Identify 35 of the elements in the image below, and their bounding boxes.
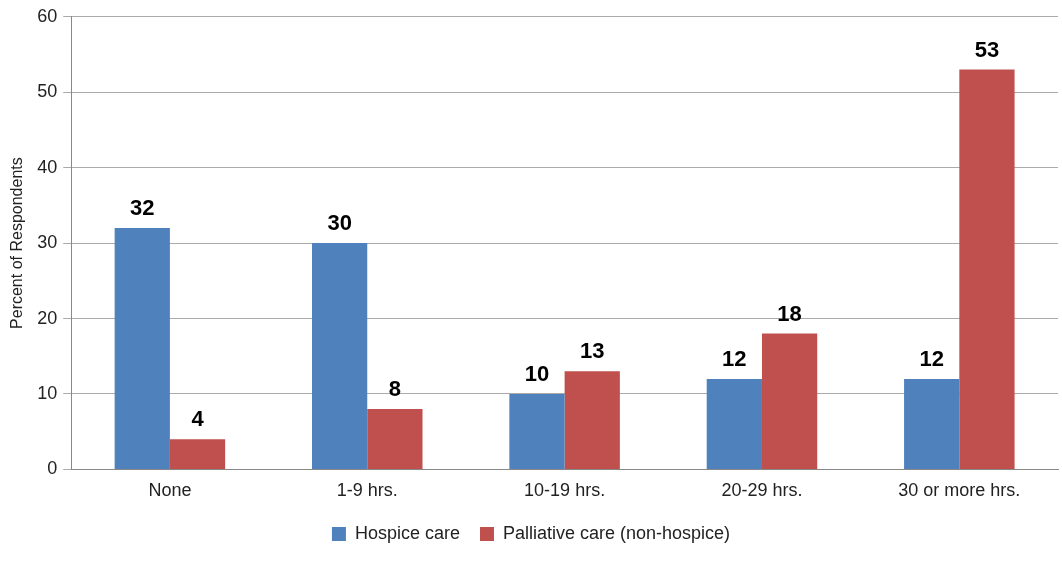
data-label: 30: [327, 210, 352, 236]
x-tick-label: 1-9 hrs.: [336, 480, 398, 501]
bar: [114, 228, 170, 469]
data-label: 4: [191, 406, 205, 432]
bar: [959, 69, 1015, 469]
bar: [564, 371, 620, 469]
bar: [367, 409, 423, 469]
data-label: 18: [777, 300, 802, 326]
data-label: 10: [524, 361, 550, 387]
data-label: 12: [722, 345, 747, 371]
y-tick-label: 20: [37, 307, 58, 328]
bar: [509, 393, 565, 469]
y-axis-title: Percent of Respondents: [8, 157, 26, 329]
x-tick-label: 20-29 hrs.: [721, 480, 803, 501]
bar: [706, 378, 762, 469]
y-tick-label: 0: [47, 458, 58, 479]
y-tick-label: 30: [37, 232, 58, 253]
x-tick-label: 10-19 hrs.: [524, 480, 606, 501]
data-label: 8: [388, 376, 402, 402]
y-tick-label: 50: [37, 81, 58, 102]
data-label: 53: [974, 36, 1000, 62]
legend-label: Palliative care (non-hospice): [502, 522, 731, 543]
x-tick-label: 30 or more hrs.: [898, 480, 1021, 501]
y-tick-label: 10: [37, 382, 58, 403]
y-tick-label: 40: [37, 156, 58, 177]
legend-label: Hospice care: [354, 522, 460, 543]
bar: [761, 333, 818, 469]
data-label: 13: [580, 338, 605, 364]
data-label: 12: [919, 345, 944, 371]
bar: [169, 439, 226, 469]
bar: [312, 243, 368, 469]
bar: [904, 378, 960, 469]
x-tick-label: None: [148, 480, 192, 501]
y-tick-label: 60: [37, 5, 58, 26]
data-label: 32: [130, 195, 155, 221]
